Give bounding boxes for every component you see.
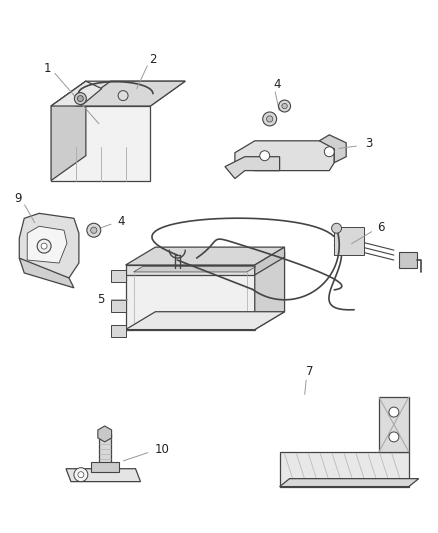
Polygon shape	[399, 252, 417, 268]
Circle shape	[41, 243, 47, 249]
Text: 2: 2	[148, 53, 156, 66]
Circle shape	[78, 472, 84, 478]
Polygon shape	[334, 227, 364, 255]
Polygon shape	[111, 325, 126, 336]
Text: 9: 9	[14, 192, 22, 205]
Polygon shape	[379, 397, 409, 452]
Polygon shape	[99, 434, 111, 469]
Polygon shape	[279, 452, 409, 487]
Polygon shape	[111, 300, 126, 312]
Circle shape	[260, 151, 270, 160]
Polygon shape	[111, 270, 126, 282]
Polygon shape	[51, 81, 102, 106]
Polygon shape	[66, 469, 141, 482]
Polygon shape	[91, 462, 119, 472]
Text: 7: 7	[306, 365, 313, 378]
Polygon shape	[134, 266, 256, 272]
Circle shape	[87, 223, 101, 237]
Polygon shape	[51, 81, 185, 106]
Text: 3: 3	[365, 138, 373, 150]
Text: 1: 1	[43, 62, 51, 75]
Polygon shape	[279, 479, 419, 487]
Circle shape	[389, 432, 399, 442]
Circle shape	[279, 100, 290, 112]
Text: 10: 10	[155, 443, 170, 456]
Polygon shape	[76, 81, 185, 106]
Circle shape	[332, 223, 342, 233]
Polygon shape	[126, 265, 255, 275]
Circle shape	[74, 93, 86, 104]
Circle shape	[91, 227, 97, 233]
Circle shape	[267, 116, 273, 122]
Circle shape	[263, 112, 277, 126]
Circle shape	[118, 91, 128, 101]
Polygon shape	[225, 157, 279, 179]
Polygon shape	[19, 258, 74, 288]
Polygon shape	[235, 141, 334, 171]
Circle shape	[37, 239, 51, 253]
Polygon shape	[255, 252, 285, 329]
Circle shape	[282, 103, 287, 109]
Polygon shape	[126, 247, 285, 265]
Text: 5: 5	[97, 293, 104, 306]
Polygon shape	[126, 312, 285, 329]
Polygon shape	[27, 226, 67, 263]
Polygon shape	[98, 426, 112, 442]
Circle shape	[74, 468, 88, 482]
Circle shape	[78, 95, 83, 102]
Text: 6: 6	[377, 221, 385, 234]
Circle shape	[324, 147, 334, 157]
Text: 4: 4	[118, 215, 125, 228]
Text: 4: 4	[273, 78, 280, 91]
Circle shape	[389, 407, 399, 417]
Polygon shape	[255, 247, 285, 275]
Polygon shape	[19, 213, 79, 278]
Polygon shape	[319, 135, 346, 163]
Polygon shape	[126, 270, 255, 329]
Polygon shape	[51, 106, 150, 181]
Polygon shape	[51, 81, 86, 181]
